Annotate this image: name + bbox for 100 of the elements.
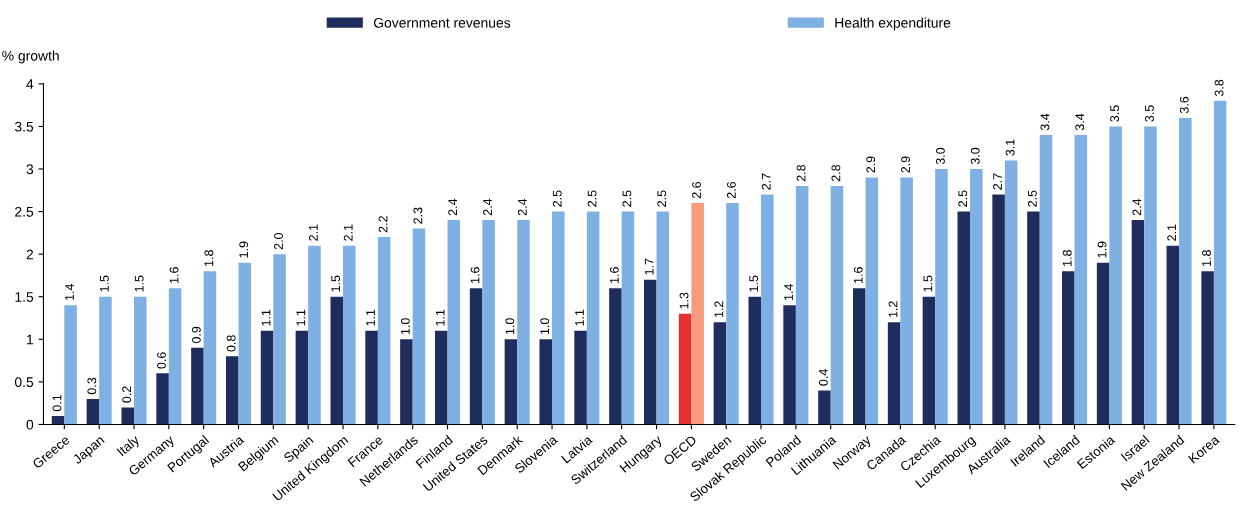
bar <box>295 330 309 425</box>
data-label: 1.6 <box>169 267 179 283</box>
data-label: 2.1 <box>1167 224 1177 241</box>
data-label: 1.1 <box>366 309 375 326</box>
data-label: 1.8 <box>1202 250 1211 266</box>
data-label: 1.4 <box>65 283 74 301</box>
bar <box>517 220 530 425</box>
data-label: 2.8 <box>796 164 806 182</box>
bar <box>1074 134 1088 425</box>
bar <box>922 296 936 425</box>
bar <box>539 339 553 425</box>
bar <box>1039 134 1053 425</box>
data-label: 2.7 <box>993 173 1002 190</box>
data-label: 1.8 <box>204 250 214 266</box>
bar <box>552 211 565 425</box>
data-label: 0.9 <box>191 326 201 344</box>
data-label: 2.5 <box>1027 190 1037 207</box>
bar <box>365 330 378 425</box>
bar <box>830 186 844 425</box>
bar <box>656 211 670 425</box>
data-label: 1.5 <box>331 275 341 292</box>
data-label: 1.9 <box>239 241 249 258</box>
data-label: 1.2 <box>888 301 898 318</box>
bar <box>1213 100 1227 425</box>
data-label: 0.1 <box>52 394 62 412</box>
data-label: 1.0 <box>505 318 515 335</box>
bar <box>691 203 704 425</box>
bar <box>761 194 774 425</box>
data-label: 1.6 <box>470 267 480 283</box>
data-label: 1.6 <box>853 267 863 283</box>
bar <box>434 330 448 425</box>
bar <box>260 330 274 425</box>
legend-label: Government revenues <box>373 17 511 28</box>
bar <box>191 347 204 425</box>
y-axis-title: % growth <box>2 50 59 64</box>
y-tick-label: 3 <box>26 164 34 175</box>
data-label: 3.6 <box>1179 96 1189 114</box>
data-label: 1.8 <box>1062 250 1072 266</box>
data-label: 1.1 <box>575 309 584 326</box>
bar <box>86 398 100 425</box>
data-label: 2.9 <box>901 156 910 173</box>
data-label: 1.0 <box>400 318 410 335</box>
data-label: 2.5 <box>552 190 562 207</box>
bar <box>168 288 182 425</box>
bar <box>1109 126 1122 425</box>
data-label: 2.7 <box>761 173 771 190</box>
bar <box>273 254 286 425</box>
data-label: 2.5 <box>587 190 597 207</box>
bar <box>156 373 169 425</box>
data-label: 2.4 <box>517 198 527 216</box>
bar <box>1131 220 1145 425</box>
bar <box>1062 271 1075 425</box>
data-label: 3.4 <box>1040 113 1050 131</box>
bar <box>64 305 77 425</box>
bar <box>574 330 587 425</box>
bar <box>1004 160 1018 425</box>
bar <box>203 271 217 425</box>
data-label: 2.2 <box>378 216 388 233</box>
bar <box>957 211 971 425</box>
bar <box>1096 262 1110 425</box>
bar <box>134 296 147 425</box>
bar <box>887 322 901 425</box>
bar <box>1201 271 1214 425</box>
data-label: 1.1 <box>261 309 271 326</box>
data-label: 2.5 <box>622 190 632 207</box>
bar <box>482 220 495 425</box>
bar <box>865 177 879 425</box>
data-label: 1.5 <box>134 275 144 292</box>
data-label: 1.7 <box>644 258 654 275</box>
data-label: 1.5 <box>100 275 109 292</box>
bar <box>400 339 413 425</box>
bar <box>51 415 65 425</box>
data-label: 3.0 <box>970 147 980 165</box>
data-label: 0.6 <box>157 352 166 369</box>
data-label: 3.8 <box>1214 79 1224 97</box>
bar <box>609 288 622 425</box>
data-label: 2.4 <box>1132 198 1142 216</box>
data-label: 3.0 <box>935 147 945 165</box>
bar <box>586 211 600 425</box>
bar <box>748 296 762 425</box>
data-label: 2.5 <box>657 190 667 207</box>
y-tick-label: 1.5 <box>15 292 34 302</box>
bar <box>121 407 135 425</box>
bar <box>412 228 426 425</box>
bar <box>713 322 727 425</box>
bar <box>643 279 657 425</box>
bar <box>900 177 913 425</box>
data-label: 3.1 <box>1005 139 1015 156</box>
data-label: 0.8 <box>226 335 236 352</box>
data-label: 0.4 <box>818 369 828 386</box>
data-label: 2.8 <box>831 164 841 182</box>
bar <box>621 211 635 425</box>
data-label: 2.1 <box>308 224 318 241</box>
y-tick-label: 2 <box>26 249 34 260</box>
y-tick-label: 3.5 <box>14 121 34 132</box>
bar <box>783 305 796 425</box>
bar <box>330 296 344 425</box>
data-label: 3.4 <box>1075 113 1085 131</box>
bar <box>818 390 831 425</box>
y-tick-label: 0.5 <box>14 377 34 388</box>
